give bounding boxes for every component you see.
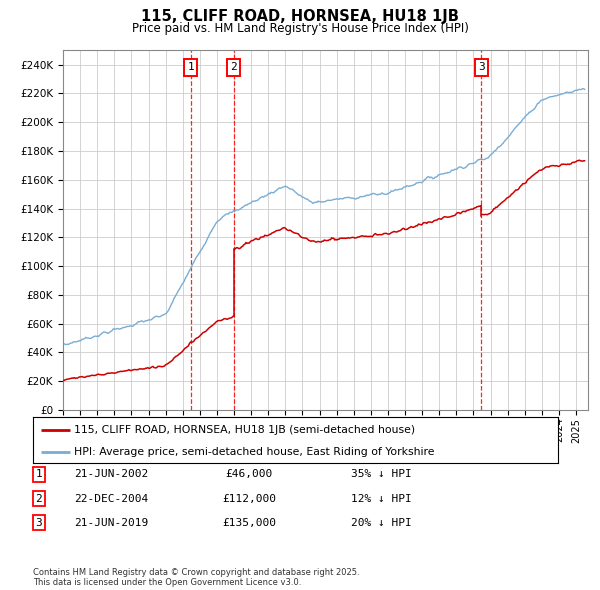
Text: 3: 3 [478, 63, 485, 73]
Text: 2: 2 [230, 63, 237, 73]
Text: 20% ↓ HPI: 20% ↓ HPI [350, 518, 412, 527]
Text: 3: 3 [35, 518, 43, 527]
Text: 115, CLIFF ROAD, HORNSEA, HU18 1JB (semi-detached house): 115, CLIFF ROAD, HORNSEA, HU18 1JB (semi… [74, 425, 415, 435]
Text: Contains HM Land Registry data © Crown copyright and database right 2025.
This d: Contains HM Land Registry data © Crown c… [33, 568, 359, 587]
Text: £112,000: £112,000 [222, 494, 276, 503]
Text: 21-JUN-2002: 21-JUN-2002 [74, 470, 148, 479]
Text: 12% ↓ HPI: 12% ↓ HPI [350, 494, 412, 503]
Text: £46,000: £46,000 [226, 470, 272, 479]
Text: £135,000: £135,000 [222, 518, 276, 527]
Text: 115, CLIFF ROAD, HORNSEA, HU18 1JB: 115, CLIFF ROAD, HORNSEA, HU18 1JB [141, 9, 459, 24]
Text: 2: 2 [35, 494, 43, 503]
Text: 35% ↓ HPI: 35% ↓ HPI [350, 470, 412, 479]
Text: 22-DEC-2004: 22-DEC-2004 [74, 494, 148, 503]
Text: HPI: Average price, semi-detached house, East Riding of Yorkshire: HPI: Average price, semi-detached house,… [74, 447, 434, 457]
Text: 1: 1 [35, 470, 43, 479]
Text: 21-JUN-2019: 21-JUN-2019 [74, 518, 148, 527]
Text: Price paid vs. HM Land Registry's House Price Index (HPI): Price paid vs. HM Land Registry's House … [131, 22, 469, 35]
Text: 1: 1 [187, 63, 194, 73]
